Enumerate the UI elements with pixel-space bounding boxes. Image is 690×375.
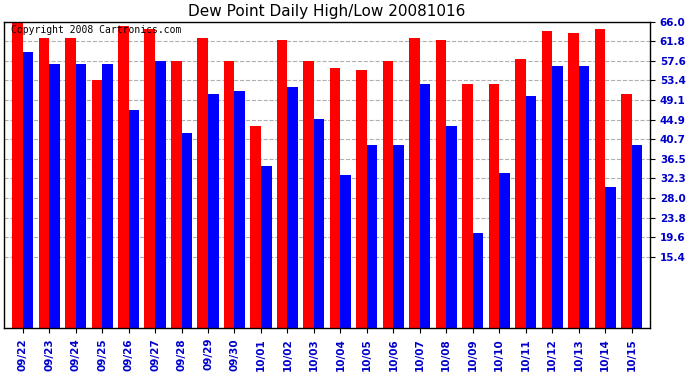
Bar [568,33,579,328]
Bar [224,61,235,328]
Bar [552,66,563,328]
Bar [128,110,139,328]
Bar [420,84,431,328]
Title: Dew Point Daily High/Low 20081016: Dew Point Daily High/Low 20081016 [188,4,466,19]
Bar [155,61,166,328]
Bar [92,80,102,328]
Text: Copyright 2008 Cartronics.com: Copyright 2008 Cartronics.com [10,25,181,35]
Bar [340,175,351,328]
Bar [542,31,552,328]
Bar [446,126,457,328]
Bar [383,61,393,328]
Bar [261,166,272,328]
Bar [367,145,377,328]
Bar [23,52,33,328]
Bar [579,66,589,328]
Bar [515,59,526,328]
Bar [65,38,76,328]
Bar [473,233,483,328]
Bar [499,172,510,328]
Bar [208,94,219,328]
Bar [393,145,404,328]
Bar [462,84,473,328]
Bar [118,26,128,328]
Bar [304,61,314,328]
Bar [288,87,298,328]
Bar [356,70,367,328]
Bar [171,61,181,328]
Bar [435,40,446,328]
Bar [12,22,23,328]
Bar [49,63,60,328]
Bar [235,92,245,328]
Bar [277,40,288,328]
Bar [330,68,340,328]
Bar [631,145,642,328]
Bar [489,84,499,328]
Bar [409,38,420,328]
Bar [314,119,324,328]
Bar [181,133,192,328]
Bar [605,187,615,328]
Bar [250,126,261,328]
Bar [526,96,536,328]
Bar [595,29,605,328]
Bar [76,63,86,328]
Bar [197,38,208,328]
Bar [39,38,49,328]
Bar [102,63,112,328]
Bar [144,29,155,328]
Bar [621,94,631,328]
